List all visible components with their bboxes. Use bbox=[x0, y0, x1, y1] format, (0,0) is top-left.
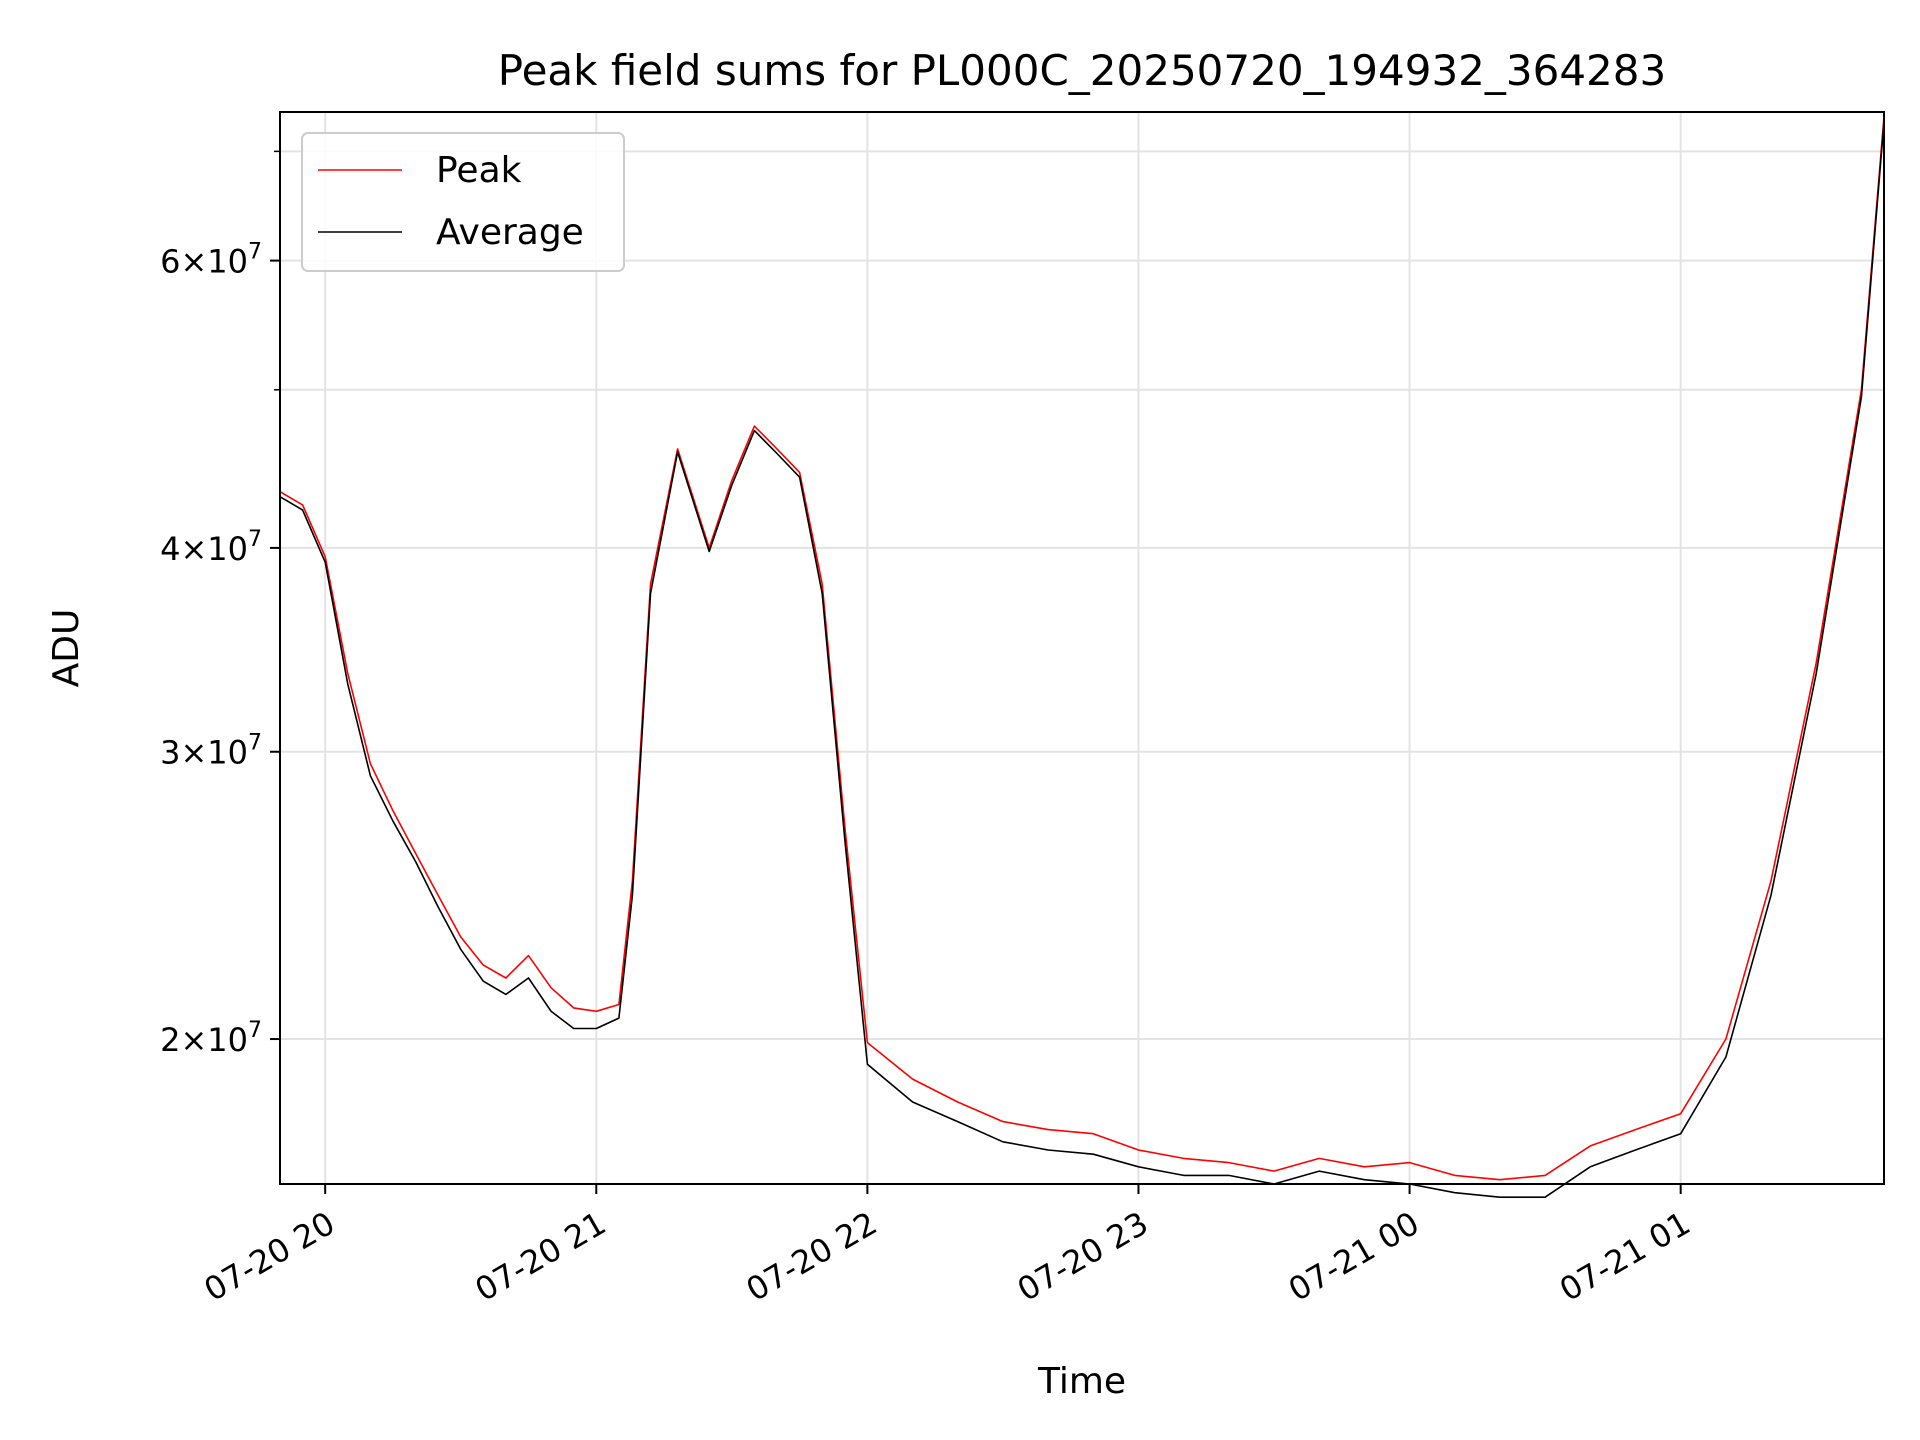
x-axis-label: Time bbox=[1037, 1361, 1126, 1402]
series-line-peak bbox=[279, 116, 1885, 1181]
plot-frame bbox=[279, 111, 1885, 1185]
y-tick-label: 4×107 bbox=[160, 527, 262, 568]
y-tick-label: 2×107 bbox=[160, 1018, 262, 1059]
series-line-average bbox=[279, 121, 1885, 1198]
y-axis: 2×107 3×107 4×107 6×107 bbox=[160, 150, 280, 1059]
legend: Peak Average bbox=[301, 132, 625, 272]
legend-box bbox=[301, 132, 625, 272]
series-layer bbox=[279, 116, 1885, 1198]
y-tick-label: 6×107 bbox=[160, 240, 262, 281]
y-tick-label: 3×107 bbox=[160, 731, 262, 772]
chart-title: Peak field sums for PL000C_20250720_1949… bbox=[498, 46, 1666, 95]
legend-label-average: Average bbox=[436, 212, 584, 253]
gridlines bbox=[280, 112, 1884, 1184]
legend-label-peak: Peak bbox=[436, 150, 522, 191]
y-axis-label: ADU bbox=[46, 609, 87, 688]
